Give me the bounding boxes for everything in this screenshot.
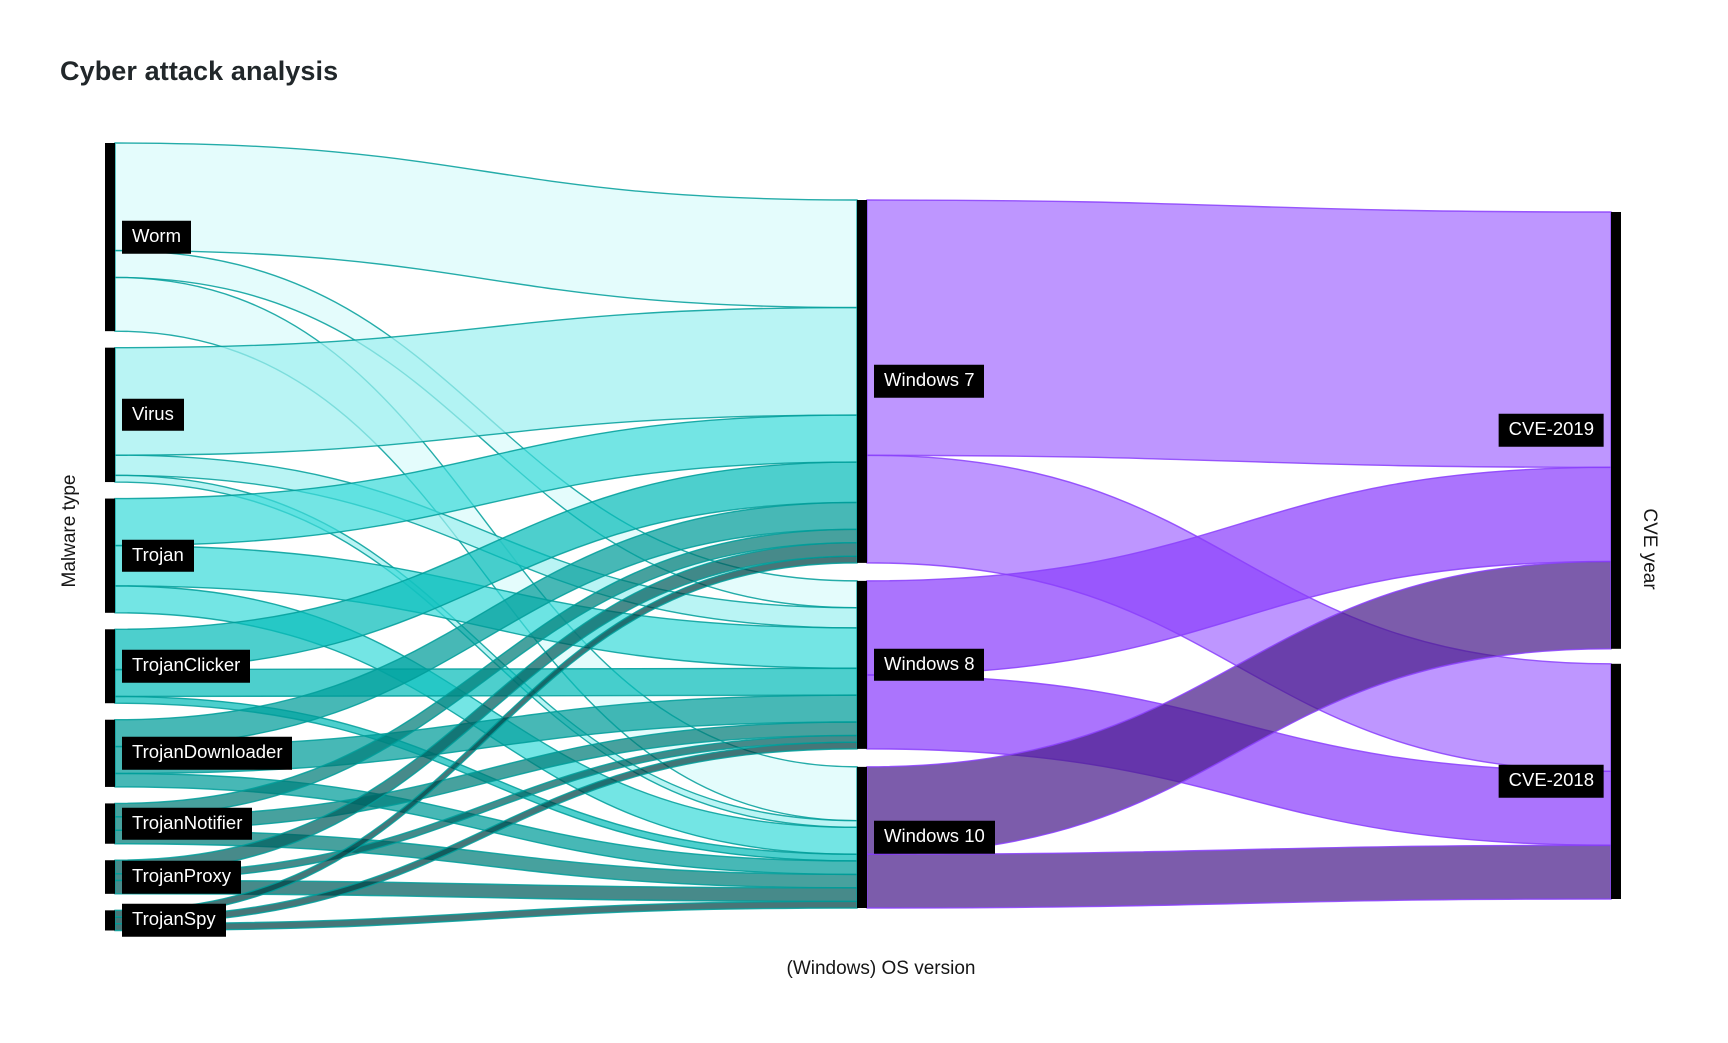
node-label-windows-7: Windows 7: [874, 365, 985, 398]
node-label-trojandownloader: TrojanDownloader: [122, 737, 293, 770]
node-windows-8[interactable]: [857, 580, 867, 749]
node-label-windows-8: Windows 8: [874, 648, 985, 682]
node-label-windows-10: Windows 10: [874, 821, 995, 854]
node-cve-2018[interactable]: [1611, 663, 1621, 899]
node-label-trojan: Trojan: [122, 539, 194, 572]
node-label-cve-2018: CVE-2018: [1498, 765, 1604, 798]
node-trojanclicker[interactable]: [105, 629, 115, 704]
node-windows-7[interactable]: [857, 200, 867, 563]
node-label-cve-2019: CVE-2019: [1498, 414, 1604, 447]
node-worm[interactable]: [105, 143, 115, 332]
node-trojanproxy[interactable]: [105, 860, 115, 894]
node-label-worm: Worm: [122, 220, 191, 254]
chart-title: Cyber attack analysis: [60, 56, 339, 86]
node-trojanspy[interactable]: [105, 910, 115, 931]
node-windows-10[interactable]: [857, 766, 867, 908]
node-label-trojannotifier: TrojanNotifier: [122, 807, 253, 840]
node-trojan[interactable]: [105, 498, 115, 613]
axis-label-cve-year: CVE year: [1639, 508, 1660, 590]
node-label-trojanproxy: TrojanProxy: [122, 860, 242, 894]
node-label-trojanspy: TrojanSpy: [122, 904, 226, 937]
node-label-virus: Virus: [122, 398, 184, 432]
axis-label-malware-type: Malware type: [59, 474, 80, 588]
node-virus[interactable]: [105, 347, 115, 483]
node-label-trojanclicker: TrojanClicker: [122, 650, 251, 683]
axis-label-os-version: (Windows) OS version: [786, 958, 976, 979]
node-trojannotifier[interactable]: [105, 803, 115, 844]
link-windows-10-to-cve-2018[interactable]: [866, 844, 1612, 909]
node-trojandownloader[interactable]: [105, 719, 115, 787]
node-cve-2019[interactable]: [1611, 212, 1621, 649]
